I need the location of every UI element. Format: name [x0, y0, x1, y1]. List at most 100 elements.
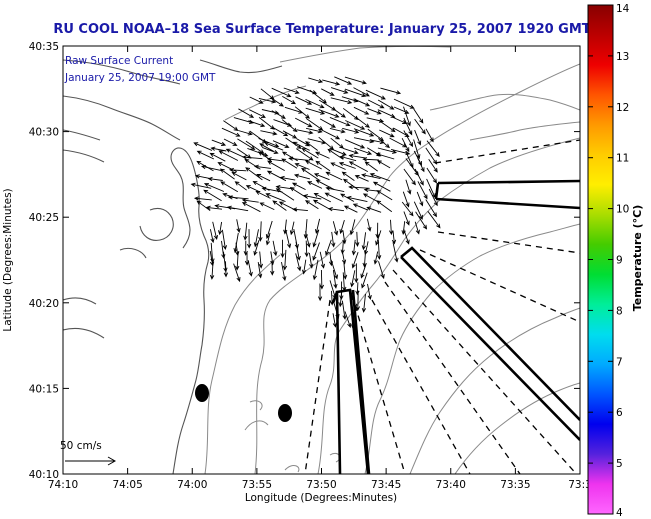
current-arrow — [344, 76, 367, 85]
current-arrow — [288, 156, 309, 161]
current-arrow — [271, 110, 286, 119]
current-arrow — [317, 283, 323, 302]
current-arrow — [342, 107, 359, 121]
current-arrow — [413, 108, 424, 124]
colorbar-tick-label: 8 — [616, 305, 623, 317]
current-arrow — [236, 219, 241, 234]
current-arrow — [348, 161, 369, 172]
current-arrow — [391, 230, 397, 245]
current-arrow — [322, 79, 341, 86]
x-tick-label: 73:3 — [568, 479, 592, 491]
current-arrow — [223, 120, 239, 131]
current-arrow — [315, 151, 330, 159]
current-arrow — [353, 98, 371, 107]
current-arrow — [361, 272, 368, 289]
current-arrow — [341, 171, 355, 181]
current-arrow — [332, 221, 339, 236]
current-arrow — [280, 239, 285, 259]
current-arrow — [203, 189, 222, 202]
coverage-dashes — [304, 139, 580, 474]
current-arrow — [233, 263, 241, 283]
current-arrow — [264, 142, 284, 151]
current-arrow — [312, 242, 320, 261]
current-arrow — [348, 184, 370, 190]
current-arrow — [346, 195, 368, 203]
current-arrow — [296, 129, 314, 135]
current-arrow — [377, 109, 396, 118]
current-arrow — [196, 200, 211, 212]
current-arrow — [244, 158, 261, 170]
current-arrow — [329, 116, 351, 127]
current-arrow — [292, 141, 310, 151]
current-arrow — [363, 187, 379, 193]
current-arrow — [205, 205, 223, 210]
y-axis: 40:35 40:30 40:25 40:20 40:15 40:10 — [29, 41, 580, 481]
current-arrow — [361, 173, 381, 180]
current-arrow — [301, 147, 319, 159]
current-arrow — [314, 218, 321, 235]
current-arrow — [332, 269, 338, 289]
current-arrow — [426, 167, 437, 184]
map-title: RU COOL NOAA–18 Sea Surface Temperature:… — [53, 22, 590, 37]
current-arrow — [403, 228, 410, 245]
current-arrow — [270, 260, 275, 276]
current-arrow — [353, 106, 370, 115]
x-tick-label: 74:05 — [112, 479, 142, 491]
current-arrow — [210, 146, 227, 152]
current-arrow — [209, 152, 226, 162]
current-arrow — [193, 196, 212, 201]
current-arrow — [372, 181, 391, 192]
current-arrow — [329, 127, 346, 134]
current-arrow — [330, 87, 349, 94]
current-arrow — [378, 261, 385, 280]
current-arrow — [245, 185, 260, 193]
current-arrow — [354, 175, 369, 182]
current-arrow — [305, 107, 326, 115]
current-arrow — [253, 240, 260, 256]
y-tick-label: 40:30 — [29, 127, 59, 139]
current-arrow — [325, 239, 332, 256]
current-arrow — [403, 130, 413, 148]
current-arrow — [413, 139, 421, 160]
current-arrow — [241, 198, 259, 203]
current-arrow — [246, 229, 252, 249]
current-arrow — [196, 160, 214, 172]
current-arrow — [220, 181, 239, 193]
current-arrow — [259, 143, 274, 152]
current-arrow — [378, 120, 396, 133]
current-arrow — [285, 229, 292, 249]
current-arrow — [294, 162, 310, 170]
current-arrow — [327, 206, 345, 212]
current-arrow — [219, 168, 235, 180]
current-arrow — [351, 252, 359, 269]
current-arrow — [237, 138, 256, 150]
current-arrow — [413, 201, 423, 220]
current-arrow — [414, 129, 422, 146]
colorbar-tick-label: 12 — [616, 102, 629, 114]
current-arrow — [209, 262, 215, 280]
current-arrow — [253, 229, 259, 248]
current-arrow — [265, 232, 271, 246]
current-arrow — [238, 130, 253, 136]
station-marker — [278, 404, 292, 422]
current-arrow — [403, 168, 416, 186]
current-arrow — [289, 221, 295, 236]
current-arrow — [402, 191, 410, 208]
current-arrow — [301, 167, 320, 181]
current-arrow — [426, 178, 436, 199]
current-arrow — [304, 240, 309, 258]
current-arrow — [349, 219, 356, 236]
current-arrow — [343, 205, 358, 213]
colorbar-tick-label: 5 — [616, 458, 623, 470]
current-arrow — [312, 229, 320, 248]
current-arrow — [294, 117, 313, 128]
scale-arrow — [65, 456, 117, 466]
current-arrow — [330, 97, 353, 105]
current-arrow — [380, 87, 402, 95]
current-arrow — [293, 173, 311, 180]
current-arrow — [249, 109, 266, 118]
current-arrow — [375, 230, 382, 246]
current-arrow — [312, 259, 319, 281]
current-arrow — [351, 239, 356, 256]
x-axis-label: Longitude (Degrees:Minutes) — [245, 492, 397, 504]
